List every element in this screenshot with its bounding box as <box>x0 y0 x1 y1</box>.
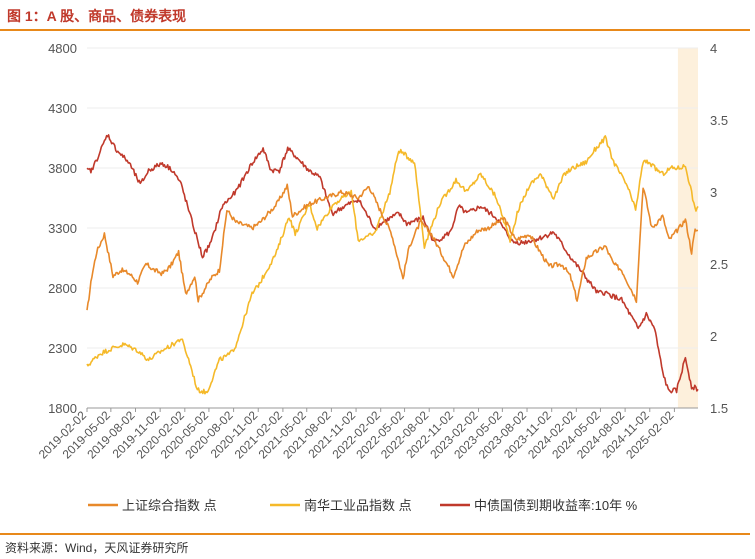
right-axis-ticks: 1.5 2 2.5 3 3.5 4 <box>710 41 728 416</box>
figure-title: 图 1：A 股、商品、债券表现 <box>7 8 187 24</box>
left-tick-label: 4300 <box>48 101 77 116</box>
right-tick-label: 2 <box>710 329 717 344</box>
legend-label: 中债国债到期收益率:10年 % <box>474 498 638 513</box>
grid-lines <box>87 47 698 409</box>
right-tick-label: 1.5 <box>710 401 728 416</box>
left-tick-label: 1800 <box>48 401 77 416</box>
left-tick-label: 3800 <box>48 161 77 176</box>
series-line-2 <box>86 135 699 395</box>
title-divider <box>0 29 750 31</box>
source-divider <box>0 533 750 535</box>
legend-label: 上证综合指数 点 <box>122 498 217 513</box>
legend: 上证综合指数 点 南华工业品指数 点 中债国债到期收益率:10年 % <box>88 498 638 513</box>
line-chart: 1800 2300 2800 3300 3800 4300 4800 1.5 2 2.5 3 3.5… <box>36 41 728 513</box>
left-tick-label: 4800 <box>48 41 77 56</box>
series-line-1 <box>86 183 699 311</box>
series-lines <box>86 134 699 395</box>
right-tick-label: 4 <box>710 41 717 56</box>
series-line-3 <box>86 134 699 394</box>
legend-label: 南华工业品指数 点 <box>304 498 412 513</box>
left-tick-label: 3300 <box>48 221 77 236</box>
right-tick-label: 2.5 <box>710 257 728 272</box>
right-tick-label: 3 <box>710 185 717 200</box>
left-tick-label: 2800 <box>48 281 77 296</box>
figure-title-bar: 图 1：A 股、商品、债券表现 <box>0 0 755 30</box>
right-tick-label: 3.5 <box>710 113 728 128</box>
left-tick-label: 2300 <box>48 341 77 356</box>
x-axis-ticks: 2019-02-022019-05-022019-08-022019-11-02… <box>36 408 677 462</box>
source-note: 资料来源：Wind，天风证券研究所 <box>5 541 189 555</box>
left-axis-ticks: 1800 2300 2800 3300 3800 4300 4800 <box>48 41 77 416</box>
